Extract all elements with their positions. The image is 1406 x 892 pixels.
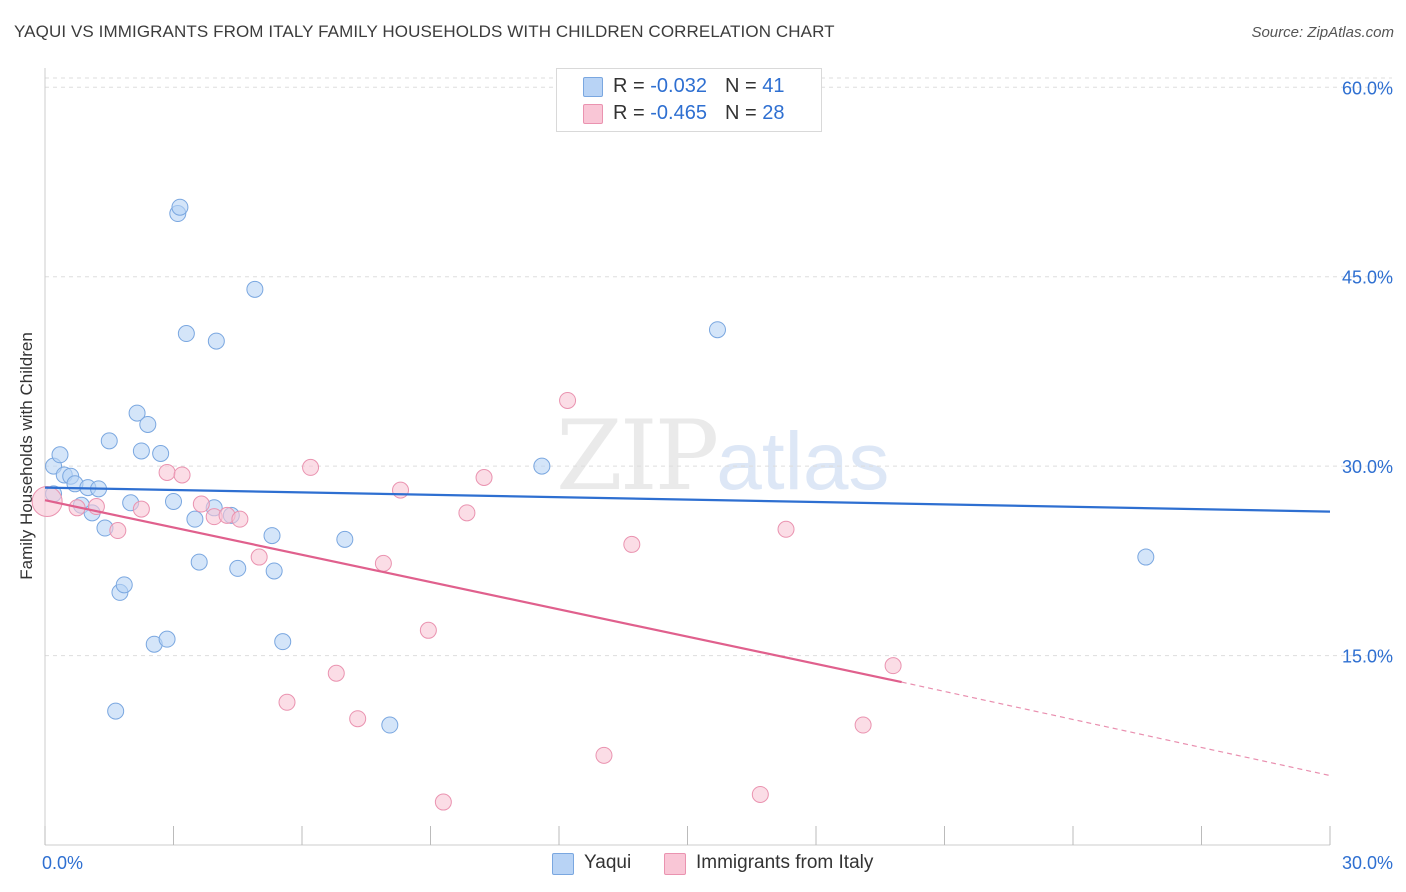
yaqui-point <box>533 457 551 475</box>
italy-point <box>458 504 476 522</box>
bottom-italy-label: Immigrants from Italy <box>696 852 874 873</box>
yaqui-point <box>263 527 281 545</box>
yaqui-r-label: R = <box>613 75 651 97</box>
x-tick-label: 0.0% <box>42 853 83 873</box>
yaqui-point <box>139 415 157 433</box>
yaqui-point <box>186 510 204 528</box>
yaqui-point <box>381 716 399 734</box>
italy-r-value: -0.465 <box>650 102 707 124</box>
yaqui-point <box>115 576 133 594</box>
yaqui-r-value: -0.032 <box>650 75 707 97</box>
italy-point <box>884 657 902 675</box>
yaqui-point <box>51 446 69 464</box>
italy-n-label: N = <box>724 102 763 124</box>
yaqui-point <box>1137 548 1155 566</box>
italy-point <box>392 481 410 499</box>
yaqui-point <box>229 559 247 577</box>
italy-r-label: R = <box>613 102 651 124</box>
italy-point <box>777 520 795 538</box>
yaqui-point <box>158 630 176 648</box>
yaqui-point <box>265 562 283 580</box>
correlation-legend: R = -0.032 N = 41 R = -0.465 N = 28 <box>556 68 822 132</box>
x-tick-label: 30.0% <box>1342 853 1393 873</box>
italy-n-value: 28 <box>762 102 785 124</box>
yaqui-n-value: 41 <box>762 75 785 97</box>
italy-point <box>158 463 176 481</box>
yaqui-point <box>171 198 189 216</box>
yaqui-point <box>708 321 726 339</box>
y-tick-label: 45.0% <box>1342 268 1393 288</box>
yaqui-point <box>165 492 182 510</box>
italy-point <box>751 785 769 803</box>
italy-point <box>109 522 127 540</box>
source-label: Source: ZipAtlas.com <box>1251 24 1394 41</box>
italy-point <box>132 500 150 518</box>
yaqui-point <box>152 445 170 462</box>
yaqui-n-label: N = <box>724 75 763 97</box>
italy-point <box>231 510 249 528</box>
italy-point <box>278 693 296 711</box>
y-tick-label: 60.0% <box>1342 78 1393 98</box>
yaqui-point <box>207 332 225 350</box>
italy-point <box>559 391 577 409</box>
italy-point <box>434 793 452 811</box>
yaqui-point <box>177 325 195 343</box>
italy-point <box>349 710 367 728</box>
italy-point <box>854 716 872 734</box>
italy-trend-line <box>44 499 902 684</box>
italy-point <box>192 495 210 513</box>
yaqui-point <box>336 530 354 548</box>
italy-point <box>302 458 320 476</box>
bottom-yaqui-label: Yaqui <box>584 852 632 873</box>
italy-point <box>327 664 345 682</box>
yaqui-point <box>107 702 125 720</box>
watermark-zip: ZIP <box>556 400 719 512</box>
bottom-yaqui-swatch <box>552 853 574 875</box>
yaqui-point <box>100 432 118 450</box>
italy-point <box>595 746 613 764</box>
chart-title: YAQUI VS IMMIGRANTS FROM ITALY FAMILY HO… <box>14 22 835 41</box>
watermark: ZIPatlas <box>556 400 889 512</box>
italy-swatch <box>583 104 603 124</box>
watermark-atlas: atlas <box>716 416 890 507</box>
yaqui-point <box>246 280 264 298</box>
italy-point <box>374 554 392 572</box>
italy-point <box>475 468 493 486</box>
bottom-italy-swatch <box>664 853 686 875</box>
yaqui-point <box>132 442 150 460</box>
italy-point <box>250 548 268 566</box>
italy-point <box>623 535 641 553</box>
yaqui-point <box>128 404 146 422</box>
y-tick-label: 30.0% <box>1342 457 1393 477</box>
yaqui-point <box>274 633 292 651</box>
yaqui-point <box>190 553 208 571</box>
italy-point <box>173 466 191 484</box>
y-tick-label: 15.0% <box>1342 647 1393 667</box>
italy-trend-extension <box>901 681 1331 777</box>
yaqui-trend-line <box>44 486 1331 513</box>
yaqui-swatch <box>583 77 603 97</box>
italy-point <box>419 621 437 639</box>
